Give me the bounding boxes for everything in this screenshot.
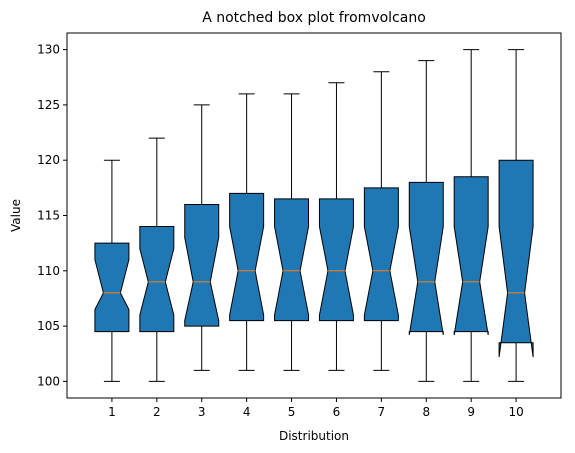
box-body	[453, 176, 489, 336]
chart-title: A notched box plot fromvolcano	[202, 10, 426, 26]
box-body	[184, 203, 220, 327]
x-tick-label: 10	[508, 405, 523, 419]
box-8	[408, 60, 444, 382]
box-7	[363, 71, 399, 371]
box-body	[139, 226, 175, 333]
y-tick-label: 130	[37, 43, 60, 57]
box-body	[408, 181, 444, 336]
y-tick-label: 110	[37, 264, 60, 278]
x-tick-label: 3	[198, 405, 206, 419]
box-6	[318, 82, 354, 371]
y-tick-label: 120	[37, 153, 60, 167]
box-body	[229, 192, 265, 322]
y-tick-label: 125	[37, 98, 60, 112]
y-tick-label: 100	[37, 374, 60, 388]
y-tick-label: 105	[37, 319, 60, 333]
box-5	[274, 93, 310, 371]
x-tick-label: 2	[153, 405, 161, 419]
box-group	[94, 49, 534, 382]
x-tick-label: 4	[243, 405, 251, 419]
x-axis-label: Distribution	[279, 429, 349, 443]
box-body	[363, 187, 399, 322]
x-tick-label: 7	[378, 405, 386, 419]
box-1	[94, 159, 130, 382]
x-tick-label: 5	[288, 405, 296, 419]
y-axis-label: Value	[9, 199, 23, 232]
box-body	[274, 198, 310, 322]
box-body	[94, 242, 130, 333]
box-4	[229, 93, 265, 371]
box-10	[498, 49, 534, 382]
y-axis-ticks: 100 105 110 115 120 125 130	[37, 43, 67, 388]
plot-frame	[66, 32, 562, 399]
box-2	[139, 137, 175, 382]
box-body	[318, 198, 354, 322]
box-9	[453, 49, 489, 382]
x-tick-label: 1	[108, 405, 116, 419]
x-tick-label: 6	[333, 405, 341, 419]
y-tick-label: 115	[37, 209, 60, 223]
box-body	[498, 159, 534, 358]
x-tick-label: 8	[422, 405, 430, 419]
x-axis-ticks: 1 2 3 4 5 6 7 8 9 10	[108, 398, 524, 419]
x-tick-label: 9	[467, 405, 475, 419]
box-3	[184, 104, 220, 371]
